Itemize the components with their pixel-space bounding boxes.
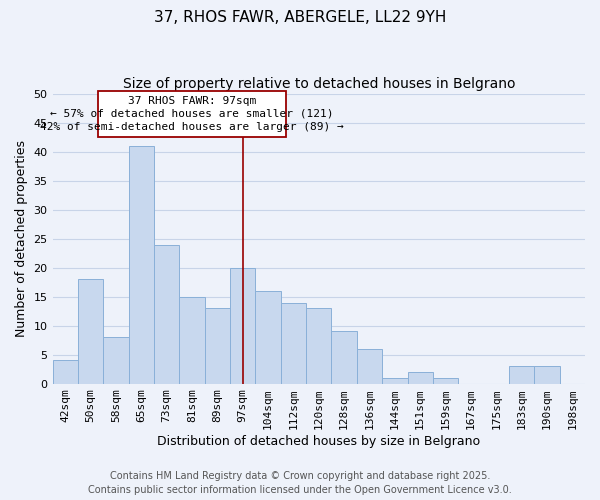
Bar — [103, 338, 128, 384]
Bar — [154, 244, 179, 384]
Bar — [509, 366, 534, 384]
Title: Size of property relative to detached houses in Belgrano: Size of property relative to detached ho… — [122, 78, 515, 92]
Bar — [53, 360, 78, 384]
Bar — [281, 302, 306, 384]
Bar — [78, 280, 103, 384]
Bar — [179, 296, 205, 384]
Text: ← 57% of detached houses are smaller (121): ← 57% of detached houses are smaller (12… — [50, 108, 334, 118]
Text: 37, RHOS FAWR, ABERGELE, LL22 9YH: 37, RHOS FAWR, ABERGELE, LL22 9YH — [154, 10, 446, 25]
Text: Contains HM Land Registry data © Crown copyright and database right 2025.
Contai: Contains HM Land Registry data © Crown c… — [88, 471, 512, 495]
Bar — [128, 146, 154, 384]
Bar — [357, 349, 382, 384]
X-axis label: Distribution of detached houses by size in Belgrano: Distribution of detached houses by size … — [157, 434, 481, 448]
Bar — [331, 332, 357, 384]
Bar — [534, 366, 560, 384]
Bar — [382, 378, 407, 384]
Bar — [306, 308, 331, 384]
Bar — [230, 268, 256, 384]
Bar — [433, 378, 458, 384]
Bar — [407, 372, 433, 384]
Text: 42% of semi-detached houses are larger (89) →: 42% of semi-detached houses are larger (… — [40, 122, 344, 132]
FancyBboxPatch shape — [98, 91, 286, 138]
Y-axis label: Number of detached properties: Number of detached properties — [15, 140, 28, 338]
Bar — [256, 291, 281, 384]
Bar — [205, 308, 230, 384]
Text: 37 RHOS FAWR: 97sqm: 37 RHOS FAWR: 97sqm — [128, 96, 256, 106]
